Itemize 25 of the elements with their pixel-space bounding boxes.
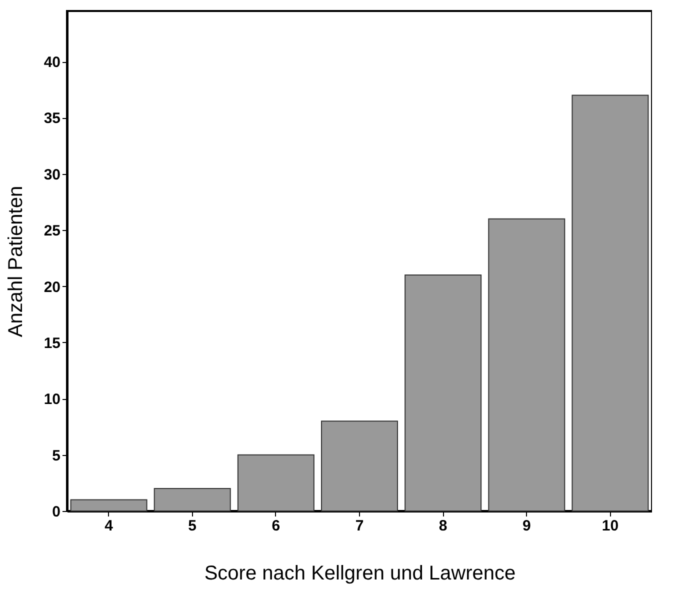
y-tick-label: 30: [44, 166, 60, 184]
x-tick-label: 5: [188, 518, 197, 534]
x-tick-label: 10: [602, 518, 619, 534]
y-tick-label: 0: [52, 504, 60, 520]
y-tick-label: 20: [44, 278, 60, 296]
x-tick-label: 8: [438, 518, 448, 534]
y-tick-label: 25: [44, 222, 60, 240]
x-tick-label: 9: [522, 518, 531, 534]
y-axis-title: Anzahl Patienten: [4, 186, 27, 338]
x-tick-label: 4: [104, 518, 114, 534]
bar: [488, 218, 566, 512]
bar: [321, 420, 398, 512]
bar: [154, 488, 231, 512]
x-tick-label: 6: [272, 518, 280, 534]
y-tick-label: 15: [44, 334, 60, 352]
bar: [404, 274, 482, 512]
x-axis-title: Score nach Kellgren und Lawrence: [204, 562, 516, 584]
y-tick-label: 5: [52, 447, 60, 464]
bar: [70, 499, 148, 512]
x-tick-label: 7: [355, 518, 364, 534]
y-tick-label: 10: [44, 391, 60, 408]
y-tick-label: 40: [44, 54, 60, 72]
y-tick-label: 35: [44, 110, 60, 128]
bar: [237, 454, 314, 512]
bar: [572, 94, 649, 512]
